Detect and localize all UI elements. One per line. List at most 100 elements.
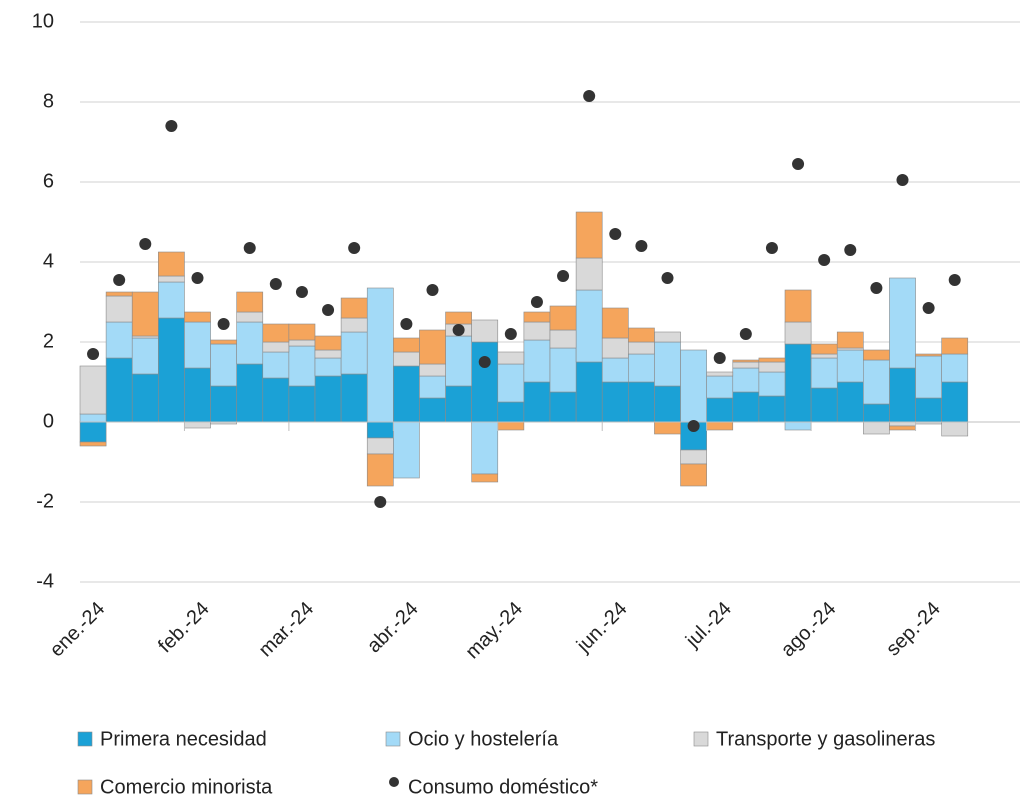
- dot: [922, 302, 935, 314]
- bar: [393, 365, 420, 423]
- bar: [758, 395, 786, 423]
- dot: [478, 356, 491, 368]
- bar: [549, 329, 577, 349]
- x-tick-label: ago.-24: [777, 598, 841, 662]
- bar: [497, 401, 525, 423]
- x-tick-label: mar.-24: [255, 598, 319, 662]
- bar: [288, 339, 316, 347]
- bar: [889, 425, 916, 431]
- dot: [269, 278, 282, 290]
- bar: [184, 311, 211, 323]
- bar: [340, 331, 368, 375]
- bar: [784, 289, 812, 323]
- legend-swatch: [385, 731, 401, 747]
- bar: [471, 341, 499, 423]
- bar: [628, 353, 655, 383]
- bar: [549, 347, 577, 393]
- bar: [236, 291, 264, 313]
- dot: [191, 272, 204, 284]
- bar: [758, 357, 786, 363]
- dot: [348, 242, 361, 254]
- bar: [158, 275, 185, 283]
- bar: [784, 321, 812, 345]
- bar: [915, 397, 942, 423]
- bar: [471, 473, 499, 483]
- y-tick-label: 8: [43, 90, 54, 112]
- legend-label: Ocio y hostelería: [408, 728, 559, 750]
- bar: [601, 381, 629, 423]
- bar: [941, 337, 969, 355]
- bar: [131, 291, 159, 337]
- bar: [784, 343, 812, 423]
- bar: [654, 421, 681, 435]
- bar: [732, 367, 760, 393]
- bar: [288, 323, 316, 341]
- bar: [393, 421, 420, 479]
- bar: [419, 363, 446, 377]
- bar: [314, 375, 342, 423]
- bar: [210, 339, 237, 345]
- y-tick-label: -2: [36, 490, 54, 512]
- bar: [497, 421, 525, 431]
- bar: [575, 361, 603, 423]
- bar: [863, 349, 890, 361]
- legend-swatch: [77, 731, 93, 747]
- dot: [504, 328, 517, 340]
- bar: [366, 421, 394, 439]
- bar: [79, 413, 107, 423]
- bar: [915, 353, 942, 357]
- bar: [236, 363, 264, 423]
- dot: [896, 174, 909, 186]
- bar: [445, 311, 472, 325]
- bar: [836, 349, 864, 383]
- bar: [628, 341, 655, 355]
- bar: [471, 421, 499, 475]
- y-tick-label: 0: [43, 410, 54, 432]
- bar: [889, 421, 916, 427]
- bar: [131, 337, 159, 375]
- bar: [863, 359, 890, 405]
- bar: [680, 449, 707, 465]
- bar: [445, 335, 472, 387]
- bar: [758, 371, 786, 397]
- bar: [366, 437, 394, 455]
- bar: [706, 371, 734, 377]
- bar: [810, 343, 838, 355]
- bar: [314, 335, 342, 351]
- dot: [113, 274, 126, 286]
- bar: [184, 367, 211, 423]
- bar: [836, 331, 864, 349]
- bar: [79, 441, 107, 447]
- bar: [575, 289, 603, 363]
- bar: [158, 317, 185, 423]
- bar: [810, 353, 838, 359]
- bar: [654, 385, 681, 423]
- bar: [523, 381, 551, 423]
- dot: [322, 304, 335, 316]
- bar: [810, 387, 838, 423]
- bar: [601, 307, 629, 339]
- bar: [706, 397, 734, 423]
- bar: [889, 367, 916, 423]
- bar: [549, 391, 577, 423]
- bar: [314, 357, 342, 377]
- legend-label: Consumo doméstico*: [408, 776, 598, 798]
- bar: [680, 463, 707, 487]
- x-tick-label: abr.-24: [363, 598, 423, 658]
- bar: [184, 321, 211, 369]
- x-tick-label: jul.-24: [681, 598, 736, 653]
- bar: [262, 377, 290, 423]
- bar: [79, 365, 107, 415]
- dot: [530, 296, 543, 308]
- bar: [131, 373, 159, 423]
- dot: [818, 254, 831, 266]
- bar: [79, 421, 107, 443]
- bar: [262, 341, 290, 353]
- dot: [635, 240, 648, 252]
- y-tick-label: 4: [43, 250, 54, 272]
- dot: [87, 348, 100, 360]
- bar: [523, 311, 551, 323]
- bar: [419, 329, 446, 365]
- dot: [295, 286, 308, 298]
- bar: [210, 385, 237, 423]
